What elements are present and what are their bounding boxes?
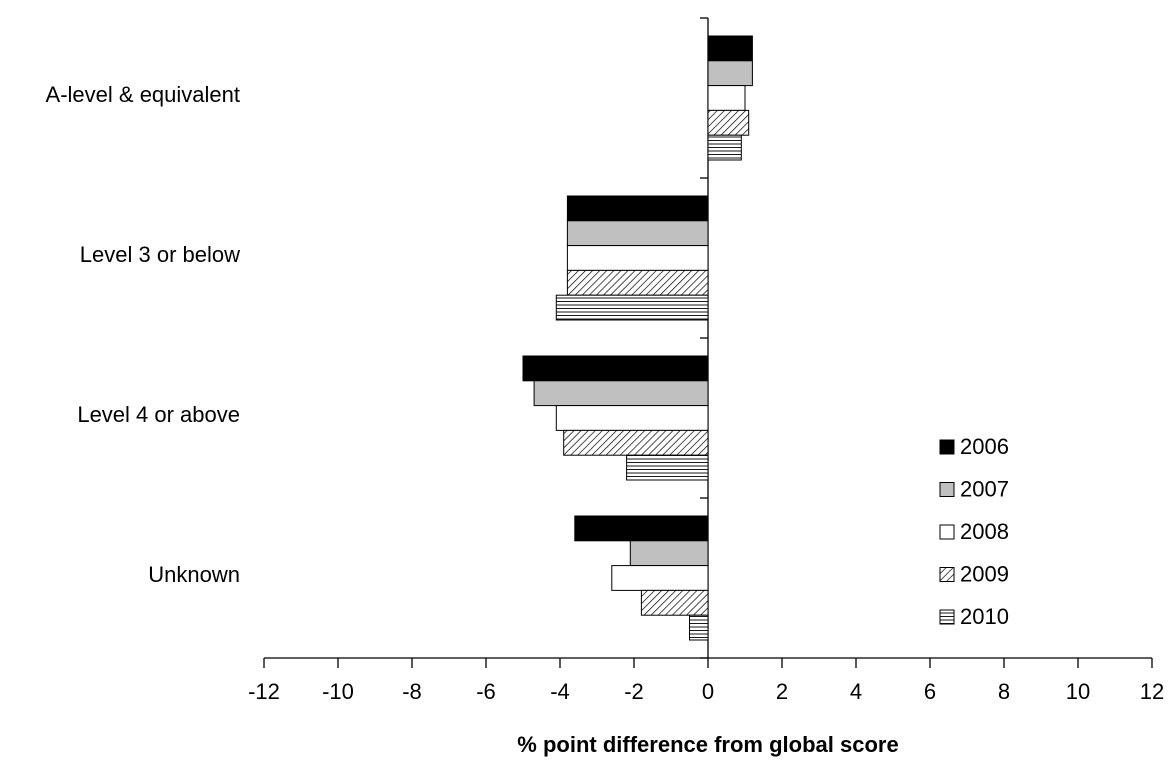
legend-label: 2007 xyxy=(960,476,1009,501)
x-tick-label: 8 xyxy=(998,679,1010,704)
x-tick-label: -12 xyxy=(248,679,280,704)
bar xyxy=(566,195,709,222)
legend-label: 2006 xyxy=(960,434,1009,459)
bar xyxy=(707,109,750,136)
bar xyxy=(707,60,753,87)
bar xyxy=(707,134,742,161)
legend-swatch xyxy=(939,482,955,497)
x-tick-label: 12 xyxy=(1140,679,1164,704)
bar xyxy=(563,429,709,456)
bar xyxy=(640,589,709,616)
x-tick-label: -2 xyxy=(624,679,644,704)
bar xyxy=(522,355,709,382)
bar xyxy=(629,540,709,567)
x-tick-label: 10 xyxy=(1066,679,1090,704)
bar xyxy=(611,565,709,591)
x-tick-label: -4 xyxy=(550,679,570,704)
bar xyxy=(707,85,746,111)
category-label: A-level & equivalent xyxy=(46,82,240,107)
bar xyxy=(626,454,709,481)
category-label: Level 4 or above xyxy=(77,402,240,427)
bar xyxy=(533,380,709,407)
x-tick-label: -8 xyxy=(402,679,422,704)
x-tick-label: 0 xyxy=(702,679,714,704)
category-label: Level 3 or below xyxy=(80,242,240,267)
bar xyxy=(566,269,709,296)
legend-label: 2010 xyxy=(960,604,1009,629)
legend-label: 2009 xyxy=(960,561,1009,586)
legend-label: 2008 xyxy=(960,519,1009,544)
bar xyxy=(574,515,709,542)
legend-swatch xyxy=(939,439,955,455)
x-tick-label: -10 xyxy=(322,679,354,704)
bar xyxy=(707,35,753,62)
x-tick-label: 4 xyxy=(850,679,862,704)
legend-swatch xyxy=(939,567,955,582)
x-tick-label: 2 xyxy=(776,679,788,704)
bar xyxy=(566,245,709,271)
bar xyxy=(555,405,709,431)
legend-swatch xyxy=(939,524,955,540)
x-tick-label: 6 xyxy=(924,679,936,704)
bar xyxy=(689,614,709,641)
x-axis-title: % point difference from global score xyxy=(517,732,898,757)
bar xyxy=(566,220,709,247)
bar xyxy=(555,294,709,321)
legend-swatch xyxy=(939,609,955,625)
x-tick-label: -6 xyxy=(476,679,496,704)
category-label: Unknown xyxy=(148,562,240,587)
